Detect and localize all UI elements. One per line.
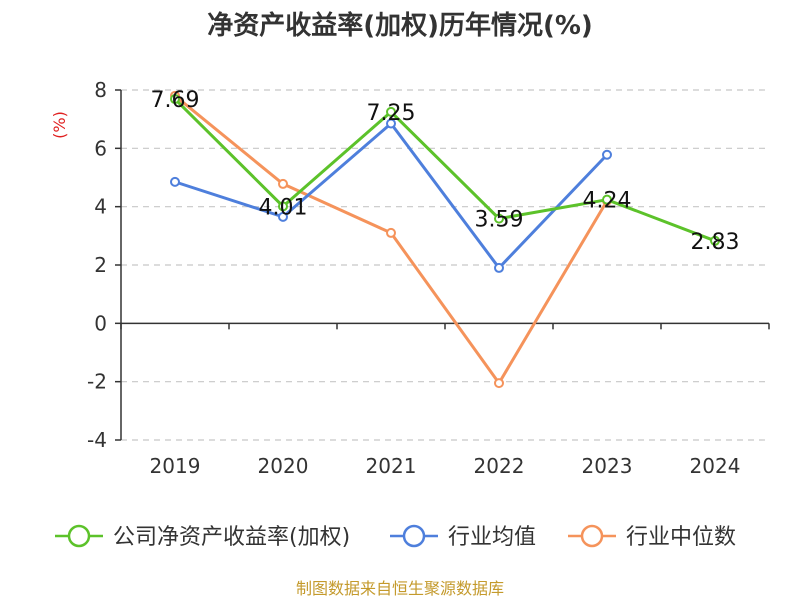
data-label: 3.59 [475,208,524,233]
legend-marker [402,524,426,548]
source-note: 制图数据来自恒生聚源数据库 [296,579,504,598]
series-lines [170,90,720,389]
data-point[interactable] [278,178,288,189]
y-tick-label: 6 [94,136,107,160]
data-point[interactable] [494,262,504,273]
data-label: 4.01 [259,195,308,220]
x-tick-label: 2023 [582,454,633,478]
series-line [174,94,609,385]
data-point[interactable] [602,149,612,160]
legend-marker [67,524,91,548]
x-tick-label: 2019 [150,454,201,478]
y-tick-label: 4 [94,195,107,219]
grid-lines [121,89,769,441]
legend-label: 公司净资产收益率(加权) [113,525,350,550]
x-tick-label: 2020 [258,454,309,478]
legend-item[interactable]: 行业均值 [390,524,536,550]
data-point[interactable] [170,176,180,187]
chart-title: 净资产收益率(加权)历年情况(%) [207,10,593,41]
legend-label: 行业均值 [448,525,536,550]
y-tick-label: 8 [94,78,107,102]
axes: -4 -2 0 2 4 6 8 2019 2020 2021 2022 2023 2024 [87,78,770,478]
legend-label: 行业中位数 [626,525,736,550]
series-line [174,122,609,270]
series-line [173,97,716,243]
x-tick-label: 2022 [474,454,525,478]
data-point[interactable] [278,201,288,212]
data-point[interactable] [170,94,180,105]
data-label: 4.24 [583,189,632,214]
data-point[interactable] [602,194,612,205]
data-label: 7.25 [367,101,416,126]
legend-item[interactable]: 行业中位数 [568,524,736,550]
y-tick-label: 0 [94,311,107,335]
x-tick-label: 2021 [366,454,417,478]
data-point[interactable] [710,235,720,246]
data-point[interactable] [278,211,288,222]
legend-marker [580,524,604,548]
data-labels: 7.69 4.01 7.25 3.59 4.24 2.83 [151,88,740,255]
y-tick-label: 2 [94,253,107,277]
legend-item[interactable]: 公司净资产收益率(加权) [55,524,350,550]
data-label: 7.69 [151,88,200,113]
y-axis-unit: (%) [50,111,69,139]
x-tick-label: 2024 [690,454,741,478]
data-point[interactable] [494,213,504,224]
legend[interactable]: 公司净资产收益率(加权) 行业均值 行业中位数 [55,524,736,550]
data-point[interactable] [386,227,396,238]
y-tick-label: -4 [87,428,107,452]
data-point[interactable] [386,106,396,117]
data-label: 2.83 [691,230,740,255]
y-tick-label: -2 [87,370,107,394]
data-point[interactable] [386,118,396,129]
data-point[interactable] [494,378,504,389]
